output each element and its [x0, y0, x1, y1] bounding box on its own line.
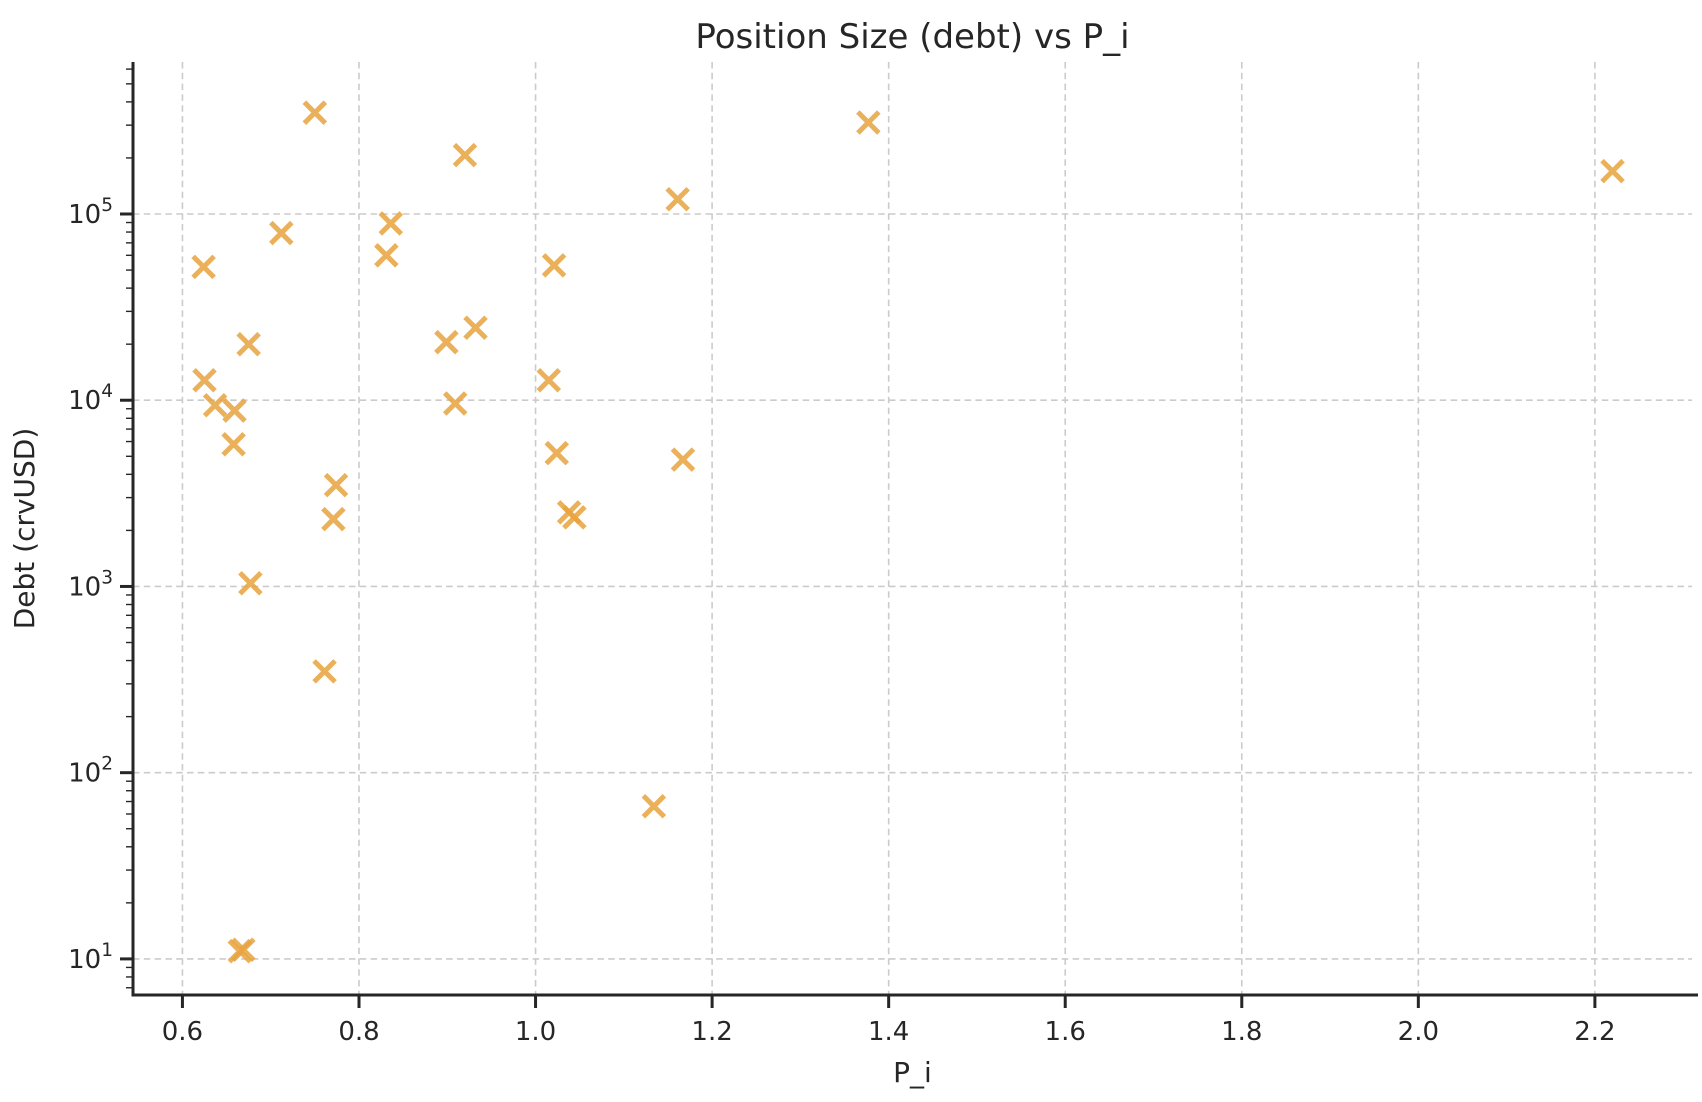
y-minor-ticks	[126, 68, 133, 989]
data-point-marker	[1600, 158, 1625, 184]
data-point-marker	[641, 794, 667, 819]
chart-title: Position Size (debt) vs P_i	[695, 17, 1129, 57]
data-point-marker	[323, 472, 349, 498]
data-point-marker	[665, 186, 690, 212]
x-tick-label: 1.6	[1045, 1017, 1086, 1047]
data-point-marker	[202, 392, 228, 418]
data-point-marker	[541, 253, 567, 278]
x-tick-label: 1.4	[868, 1017, 909, 1047]
axes-spines	[131, 62, 1698, 997]
data-point-marker	[463, 315, 488, 341]
data-point-marker	[191, 254, 216, 280]
data-point-marker	[452, 142, 478, 168]
data-point-marker	[302, 100, 328, 125]
data-point-marker	[236, 331, 261, 357]
x-tick-label: 1.0	[515, 1017, 556, 1047]
scatter-points	[191, 100, 1625, 964]
major-ticks	[120, 212, 1597, 1008]
data-point-marker	[544, 440, 570, 466]
grid-lines	[133, 62, 1692, 995]
y-tick-label: 105	[68, 195, 113, 230]
x-tick-label: 2.0	[1398, 1017, 1439, 1047]
x-tick-labels: 0.6 0.8 1.0 1.2 1.4 1.6 1.8 2.0 2.2	[162, 1017, 1616, 1047]
y-axis-label: Debt (crvUSD)	[8, 428, 41, 630]
data-point-marker	[321, 506, 346, 532]
data-point-marker	[856, 110, 881, 135]
data-point-marker	[442, 391, 468, 416]
y-tick-label: 103	[68, 567, 113, 602]
x-tick-label: 1.8	[1221, 1017, 1262, 1047]
data-point-marker	[269, 220, 294, 246]
data-point-marker	[562, 505, 587, 530]
y-tick-labels: 101 102 103 104 105	[68, 195, 113, 975]
x-tick-label: 1.2	[691, 1017, 732, 1047]
data-point-marker	[222, 398, 247, 423]
x-tick-label: 2.2	[1574, 1017, 1615, 1047]
data-point-marker	[374, 243, 399, 268]
data-point-marker	[192, 367, 217, 393]
x-tick-label: 0.8	[338, 1017, 379, 1047]
data-point-marker	[312, 659, 337, 684]
data-point-marker	[378, 211, 404, 236]
data-point-marker	[434, 329, 459, 355]
data-point-marker	[670, 447, 696, 472]
y-tick-label: 101	[68, 940, 113, 975]
data-point-marker	[231, 937, 256, 963]
x-tick-label: 0.6	[162, 1017, 203, 1047]
x-axis-label: P_i	[893, 1056, 932, 1089]
data-point-marker	[536, 367, 562, 393]
data-point-marker	[221, 432, 246, 457]
y-tick-label: 104	[68, 381, 113, 416]
y-tick-label: 102	[68, 754, 113, 789]
data-point-marker	[238, 571, 263, 596]
